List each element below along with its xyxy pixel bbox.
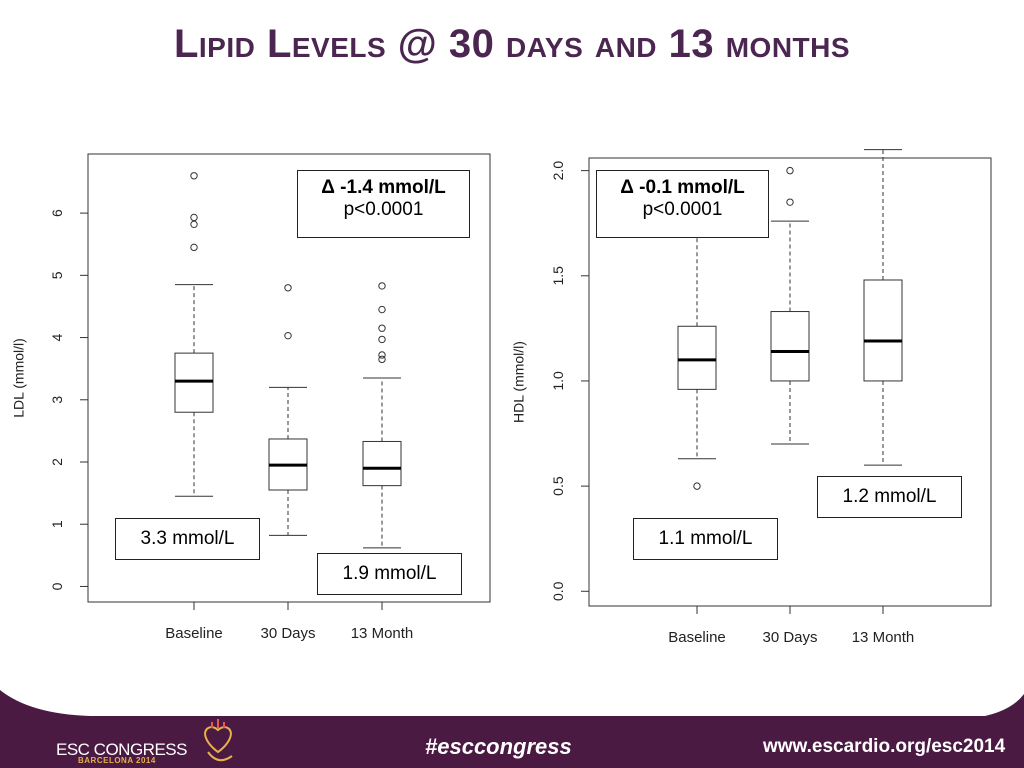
ldl-delta: Δ -1.4 mmol/L	[321, 177, 446, 198]
esc-logo-icon	[204, 719, 233, 762]
ldl-outlier	[190, 220, 198, 229]
ldl-box-0	[174, 172, 214, 497]
ldl-outlier	[378, 335, 386, 344]
ldl-iqr-box	[362, 440, 402, 487]
ldl-pvalue: p<0.0001	[343, 199, 424, 220]
hdl-xtick-label: 13 Month	[852, 629, 915, 646]
hdl-xtick-label: 30 Days	[762, 629, 817, 646]
hdl-delta: Δ -0.1 mmol/L	[620, 177, 745, 198]
hdl-followup-mean: 1.2 mmol/L	[817, 476, 962, 518]
ldl-outlier	[190, 243, 198, 252]
hdl-iqr-box	[677, 325, 717, 390]
ldl-outlier	[284, 284, 292, 292]
congress-location: BARCELONA 2014	[78, 756, 156, 765]
ldl-xtick-label: Baseline	[165, 625, 223, 642]
ldl-ytick-label: 0	[49, 582, 65, 590]
ldl-ytick-label: 5	[49, 271, 65, 279]
hdl-ytick-label: 1.5	[550, 266, 566, 286]
slide-title: Lipid Levels @ 30 days and 13 months	[173, 22, 851, 66]
ldl-outlier	[284, 331, 292, 340]
ldl-followup-mean: 1.9 mmol/L	[317, 553, 462, 595]
ldl-baseline-mean: 3.3 mmol/L	[115, 518, 260, 560]
ldl-outlier	[378, 355, 386, 364]
hdl-chart: 0.0 0.5 1.0 1.5 2.0 HDL (mmol/l) Baseline 30 Da…	[511, 149, 992, 646]
hdl-outlier	[693, 482, 701, 490]
hdl-delta-box: Δ -0.1 mmol/L p<0.0001	[596, 170, 769, 238]
hdl-iqr-box	[770, 311, 810, 382]
ldl-outlier	[378, 324, 386, 332]
ldl-ytick-label: 2	[49, 458, 65, 466]
hdl-ylabel: HDL (mmol/l)	[511, 341, 527, 423]
ldl-delta-box: Δ -1.4 mmol/L p<0.0001	[297, 170, 470, 238]
ldl-ytick-label: 6	[49, 209, 65, 217]
ldl-outlier	[190, 172, 198, 180]
hdl-outlier	[786, 166, 794, 175]
hdl-outlier	[786, 198, 794, 206]
hdl-xtick-label: Baseline	[668, 629, 726, 646]
hdl-ytick-label: 1.0	[550, 371, 566, 391]
ldl-ytick-label: 3	[49, 396, 65, 404]
ldl-box-2	[362, 282, 402, 549]
hdl-box-2	[863, 149, 903, 466]
hdl-ytick-label: 0.5	[550, 476, 566, 496]
footer-band	[0, 690, 1024, 768]
hdl-baseline-mean: 1.1 mmol/L	[633, 518, 778, 560]
ldl-iqr-box	[174, 352, 214, 413]
ldl-ytick-label: 4	[49, 333, 65, 341]
congress-name: ESC CONGRESS	[56, 740, 187, 759]
hdl-box-1	[770, 166, 810, 445]
hdl-box-0	[677, 231, 717, 490]
ldl-ytick-label: 1	[49, 520, 65, 528]
ldl-outlier	[378, 282, 386, 290]
ldl-outlier	[378, 351, 386, 359]
ldl-plot-frame	[87, 153, 491, 603]
hdl-ytick-label: 2.0	[550, 161, 566, 181]
website-link[interactable]: www.escardio.org/esc2014	[763, 736, 1006, 757]
ldl-outlier	[378, 305, 386, 314]
hdl-iqr-box	[863, 279, 903, 382]
ldl-outlier	[190, 213, 198, 222]
hdl-pvalue: p<0.0001	[642, 199, 723, 220]
hashtag[interactable]: #esccongress	[425, 734, 572, 759]
ldl-xtick-label: 30 Days	[260, 625, 315, 642]
ldl-xtick-label: 13 Month	[351, 625, 414, 642]
ldl-chart: 0 1 2 3 4 5 6 LDL (mmol/l) Baseline 30 Days 13 Mon…	[11, 153, 491, 642]
hdl-ytick-label: 0.0	[550, 581, 566, 601]
ldl-box-1	[268, 284, 308, 536]
ldl-ylabel: LDL (mmol/l)	[11, 338, 27, 418]
